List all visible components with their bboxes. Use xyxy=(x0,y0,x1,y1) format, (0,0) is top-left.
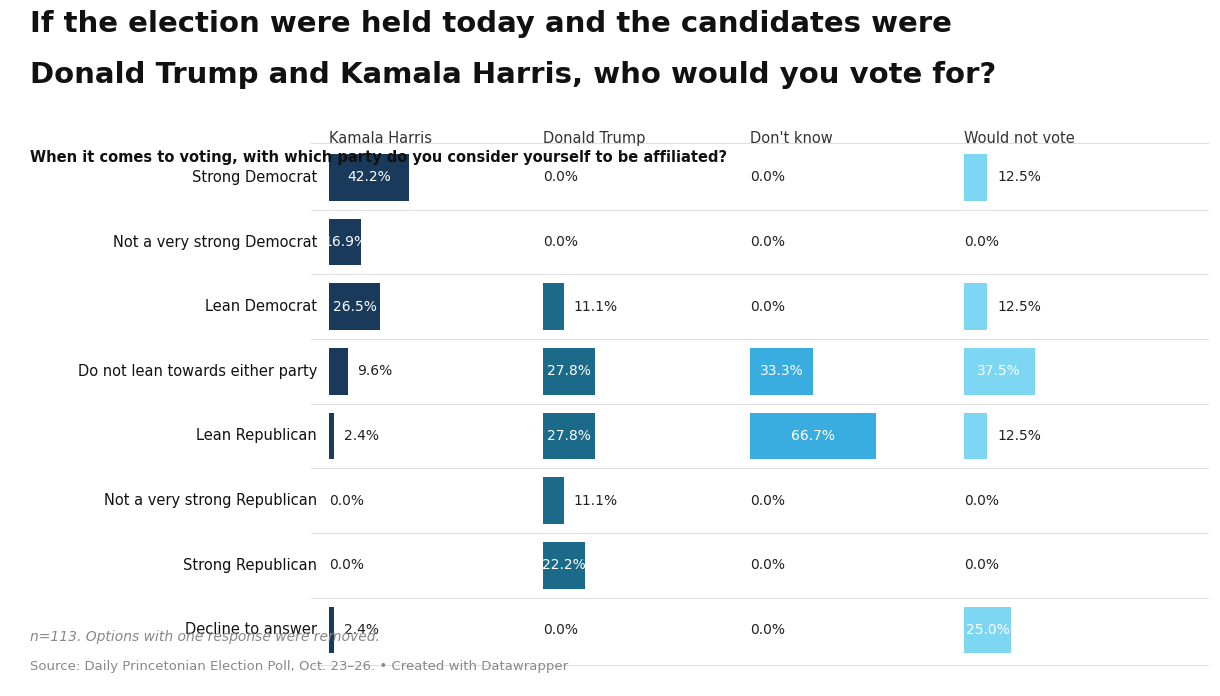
Text: 42.2%: 42.2% xyxy=(348,171,392,184)
Text: 0.0%: 0.0% xyxy=(543,623,578,637)
Bar xyxy=(543,477,564,524)
Text: Not a very strong Democrat: Not a very strong Democrat xyxy=(112,235,317,250)
Text: 16.9%: 16.9% xyxy=(323,235,367,249)
Text: Donald Trump: Donald Trump xyxy=(543,131,645,146)
Text: 0.0%: 0.0% xyxy=(329,493,365,507)
Text: When it comes to voting, with which party do you consider yourself to be affilia: When it comes to voting, with which part… xyxy=(30,150,727,165)
Text: 0.0%: 0.0% xyxy=(543,171,578,184)
Text: 11.1%: 11.1% xyxy=(573,300,617,314)
Bar xyxy=(964,155,987,200)
Text: 0.0%: 0.0% xyxy=(750,558,786,572)
Text: 26.5%: 26.5% xyxy=(333,300,377,314)
Text: Would not vote: Would not vote xyxy=(964,131,1075,146)
Text: 0.0%: 0.0% xyxy=(750,171,786,184)
Text: 33.3%: 33.3% xyxy=(760,365,804,379)
Text: 27.8%: 27.8% xyxy=(548,429,592,443)
Bar xyxy=(543,542,584,589)
Bar xyxy=(329,607,334,653)
Text: n=113. Options with one response were removed.: n=113. Options with one response were re… xyxy=(30,630,381,644)
Text: 0.0%: 0.0% xyxy=(964,235,999,249)
Text: Don't know: Don't know xyxy=(750,131,833,146)
Text: 0.0%: 0.0% xyxy=(750,235,786,249)
Text: Decline to answer: Decline to answer xyxy=(185,622,317,638)
Text: 0.0%: 0.0% xyxy=(964,493,999,507)
Text: Strong Democrat: Strong Democrat xyxy=(192,170,317,185)
Bar xyxy=(543,283,564,330)
Bar xyxy=(964,283,987,330)
Text: 0.0%: 0.0% xyxy=(750,493,786,507)
Text: Donald Trump and Kamala Harris, who would you vote for?: Donald Trump and Kamala Harris, who woul… xyxy=(30,61,997,89)
Text: 2.4%: 2.4% xyxy=(344,429,378,443)
Bar xyxy=(964,413,987,459)
Text: 66.7%: 66.7% xyxy=(792,429,836,443)
Text: Not a very strong Republican: Not a very strong Republican xyxy=(104,493,317,508)
Bar xyxy=(750,413,876,459)
Bar xyxy=(964,607,1011,653)
Text: 12.5%: 12.5% xyxy=(997,300,1041,314)
Text: 25.0%: 25.0% xyxy=(965,623,1009,637)
Text: 12.5%: 12.5% xyxy=(997,429,1041,443)
Text: 27.8%: 27.8% xyxy=(548,365,592,379)
Bar xyxy=(329,413,334,459)
Text: If the election were held today and the candidates were: If the election were held today and the … xyxy=(30,10,953,38)
Bar xyxy=(750,348,814,395)
Text: 9.6%: 9.6% xyxy=(357,365,393,379)
Text: 0.0%: 0.0% xyxy=(750,623,786,637)
Text: 0.0%: 0.0% xyxy=(329,558,365,572)
Text: 0.0%: 0.0% xyxy=(964,558,999,572)
Text: Lean Republican: Lean Republican xyxy=(196,429,317,443)
Bar xyxy=(543,348,595,395)
Bar xyxy=(329,155,409,200)
Text: 0.0%: 0.0% xyxy=(750,300,786,314)
Text: Strong Republican: Strong Republican xyxy=(183,557,317,573)
Text: 0.0%: 0.0% xyxy=(543,235,578,249)
Text: Source: Daily Princetonian Election Poll, Oct. 23–26. • Created with Datawrapper: Source: Daily Princetonian Election Poll… xyxy=(30,660,569,673)
Text: Lean Democrat: Lean Democrat xyxy=(205,299,317,314)
Bar xyxy=(329,283,379,330)
Bar xyxy=(964,348,1035,395)
Text: 2.4%: 2.4% xyxy=(344,623,378,637)
Text: 37.5%: 37.5% xyxy=(977,365,1021,379)
Text: 12.5%: 12.5% xyxy=(997,171,1041,184)
Text: 11.1%: 11.1% xyxy=(573,493,617,507)
Text: Kamala Harris: Kamala Harris xyxy=(329,131,432,146)
Bar xyxy=(329,348,348,395)
Text: 22.2%: 22.2% xyxy=(542,558,586,572)
Bar xyxy=(543,413,595,459)
Text: Do not lean towards either party: Do not lean towards either party xyxy=(78,364,317,379)
Bar xyxy=(329,219,361,265)
